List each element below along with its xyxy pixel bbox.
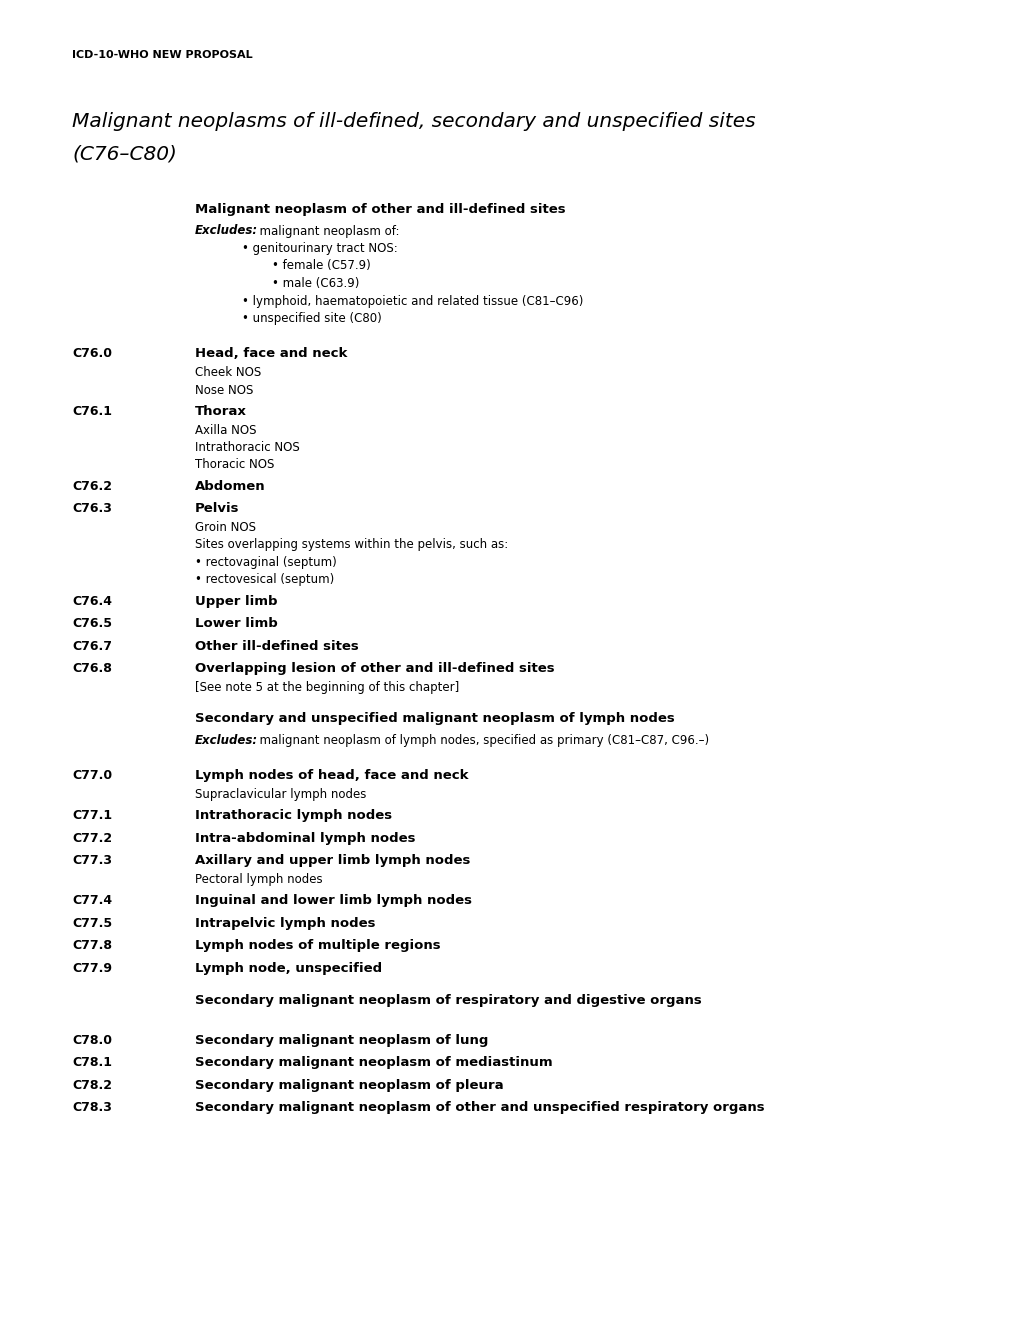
- Text: Other ill-defined sites: Other ill-defined sites: [195, 640, 359, 653]
- Text: C76.2: C76.2: [72, 480, 112, 492]
- Text: Lymph nodes of multiple regions: Lymph nodes of multiple regions: [195, 940, 440, 953]
- Text: Secondary and unspecified malignant neoplasm of lymph nodes: Secondary and unspecified malignant neop…: [195, 713, 675, 726]
- Text: • rectovesical (septum): • rectovesical (septum): [195, 573, 334, 586]
- Text: [See note 5 at the beginning of this chapter]: [See note 5 at the beginning of this cha…: [195, 681, 459, 694]
- Text: Pectoral lymph nodes: Pectoral lymph nodes: [195, 873, 322, 886]
- Text: Sites overlapping systems within the pelvis, such as:: Sites overlapping systems within the pel…: [195, 539, 507, 552]
- Text: C76.8: C76.8: [72, 663, 112, 676]
- Text: C78.2: C78.2: [72, 1078, 112, 1092]
- Text: C77.8: C77.8: [72, 940, 112, 953]
- Text: Secondary malignant neoplasm of other and unspecified respiratory organs: Secondary malignant neoplasm of other an…: [195, 1101, 764, 1114]
- Text: Intrathoracic NOS: Intrathoracic NOS: [195, 441, 300, 454]
- Text: C77.2: C77.2: [72, 832, 112, 845]
- Text: C77.0: C77.0: [72, 770, 112, 783]
- Text: Thorax: Thorax: [195, 405, 247, 418]
- Text: C76.7: C76.7: [72, 640, 112, 653]
- Text: ICD-10-WHO NEW PROPOSAL: ICD-10-WHO NEW PROPOSAL: [72, 50, 253, 59]
- Text: • lymphoid, haematopoietic and related tissue (C81–C96): • lymphoid, haematopoietic and related t…: [242, 294, 583, 308]
- Text: C78: C78: [74, 998, 101, 1011]
- Text: Thoracic NOS: Thoracic NOS: [195, 458, 274, 471]
- Text: C76: C76: [74, 207, 101, 220]
- Text: Secondary malignant neoplasm of pleura: Secondary malignant neoplasm of pleura: [195, 1078, 503, 1092]
- Text: C76.3: C76.3: [72, 503, 112, 516]
- Text: C76.1: C76.1: [72, 405, 112, 418]
- Text: Inguinal and lower limb lymph nodes: Inguinal and lower limb lymph nodes: [195, 895, 472, 907]
- Text: Excludes:: Excludes:: [195, 224, 258, 238]
- Text: C78.3: C78.3: [72, 1101, 112, 1114]
- Text: C76.0: C76.0: [72, 347, 112, 360]
- Text: malignant neoplasm of lymph nodes, specified as primary (C81–C87, C96.–): malignant neoplasm of lymph nodes, speci…: [252, 734, 708, 747]
- Text: Groin NOS: Groin NOS: [195, 521, 256, 535]
- Text: Intrapelvic lymph nodes: Intrapelvic lymph nodes: [195, 917, 375, 931]
- Text: • rectovaginal (septum): • rectovaginal (septum): [195, 556, 336, 569]
- Text: Secondary malignant neoplasm of lung: Secondary malignant neoplasm of lung: [195, 1034, 488, 1047]
- Text: C77.9: C77.9: [72, 962, 112, 975]
- Text: Excludes:: Excludes:: [195, 734, 258, 747]
- Text: • genitourinary tract NOS:: • genitourinary tract NOS:: [242, 242, 397, 255]
- Text: C77: C77: [74, 717, 101, 730]
- Text: Secondary malignant neoplasm of mediastinum: Secondary malignant neoplasm of mediasti…: [195, 1056, 552, 1069]
- Text: C76.5: C76.5: [72, 618, 112, 631]
- Text: Pelvis: Pelvis: [195, 503, 239, 516]
- Text: Lower limb: Lower limb: [195, 618, 277, 631]
- Text: Malignant neoplasms of ill-defined, secondary and unspecified sites: Malignant neoplasms of ill-defined, seco…: [72, 112, 755, 131]
- Text: Abdomen: Abdomen: [195, 480, 265, 492]
- Text: C78.1: C78.1: [72, 1056, 112, 1069]
- Text: • unspecified site (C80): • unspecified site (C80): [242, 312, 381, 325]
- Text: Axillary and upper limb lymph nodes: Axillary and upper limb lymph nodes: [195, 854, 470, 867]
- Text: Cheek NOS: Cheek NOS: [195, 366, 261, 379]
- Text: • female (C57.9): • female (C57.9): [272, 260, 370, 272]
- Text: C76.4: C76.4: [72, 595, 112, 609]
- Text: C78.0: C78.0: [72, 1034, 112, 1047]
- Text: Upper limb: Upper limb: [195, 595, 277, 609]
- Text: Axilla NOS: Axilla NOS: [195, 424, 256, 437]
- Text: Overlapping lesion of other and ill-defined sites: Overlapping lesion of other and ill-defi…: [195, 663, 554, 676]
- Text: C77.1: C77.1: [72, 809, 112, 822]
- Text: C77.3: C77.3: [72, 854, 112, 867]
- Text: Secondary malignant neoplasm of respiratory and digestive organs: Secondary malignant neoplasm of respirat…: [195, 994, 701, 1007]
- Text: C77.4: C77.4: [72, 895, 112, 907]
- Text: • male (C63.9): • male (C63.9): [272, 277, 359, 290]
- Text: Nose NOS: Nose NOS: [195, 384, 253, 396]
- Text: malignant neoplasm of:: malignant neoplasm of:: [252, 224, 399, 238]
- Text: Lymph node, unspecified: Lymph node, unspecified: [195, 962, 382, 975]
- Text: Supraclavicular lymph nodes: Supraclavicular lymph nodes: [195, 788, 366, 801]
- Text: C77.5: C77.5: [72, 917, 112, 931]
- Text: Intrathoracic lymph nodes: Intrathoracic lymph nodes: [195, 809, 391, 822]
- Text: Lymph nodes of head, face and neck: Lymph nodes of head, face and neck: [195, 770, 468, 783]
- Text: Head, face and neck: Head, face and neck: [195, 347, 347, 360]
- Text: (C76–C80): (C76–C80): [72, 145, 176, 164]
- Text: Intra-abdominal lymph nodes: Intra-abdominal lymph nodes: [195, 832, 415, 845]
- Text: Malignant neoplasm of other and ill-defined sites: Malignant neoplasm of other and ill-defi…: [195, 203, 566, 216]
